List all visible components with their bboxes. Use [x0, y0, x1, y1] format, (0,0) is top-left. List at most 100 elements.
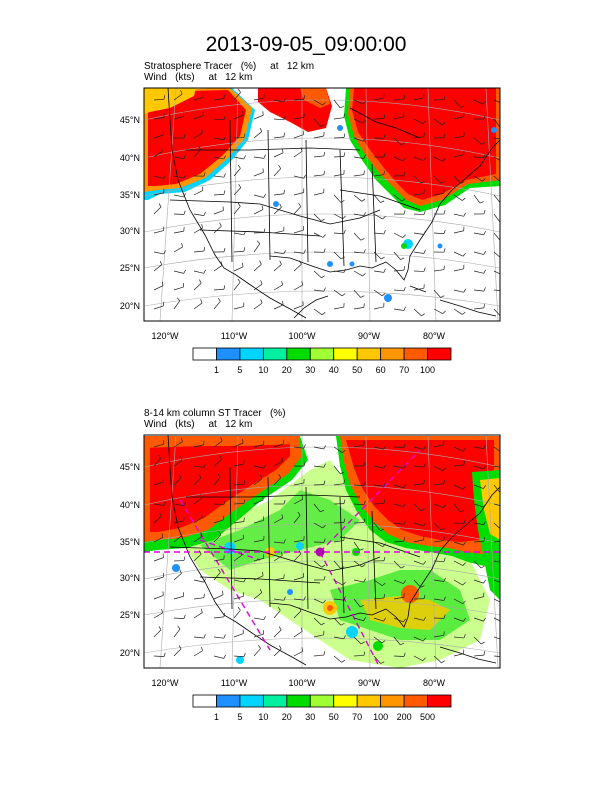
wind-barb	[273, 207, 282, 215]
wind-barb-flag	[483, 503, 487, 508]
wind-barb-flag	[403, 210, 406, 215]
wind-barb	[173, 477, 182, 486]
wind-barb	[293, 263, 302, 272]
wind-barb	[153, 285, 164, 291]
wind-barb	[473, 156, 485, 158]
wind-barb-flag	[161, 533, 164, 538]
wind-barb	[493, 446, 500, 452]
wind-barb	[493, 213, 500, 223]
wind-barb-flag	[263, 154, 266, 159]
wind-barb	[453, 598, 463, 605]
wind-barb	[173, 535, 182, 543]
wind-barb-flag	[203, 269, 206, 274]
wind-barb-flag	[183, 210, 186, 215]
wind-barb	[373, 522, 381, 531]
wind-barb	[273, 648, 282, 657]
wind-barb	[313, 634, 324, 638]
wind-barb	[433, 465, 443, 471]
wind-barb-flag	[178, 645, 182, 650]
lon-label: 110°W	[220, 331, 248, 341]
wind-barb	[453, 308, 463, 315]
wind-barb-flag	[402, 157, 406, 162]
wind-barb-flag	[362, 100, 366, 105]
wind-barb	[213, 301, 221, 310]
wind-barb-flag	[440, 181, 445, 184]
wind-barb	[453, 522, 465, 524]
wind-barb	[253, 302, 263, 310]
wind-barb	[453, 446, 464, 452]
wind-barb-flag	[242, 438, 244, 443]
wind-barb	[253, 283, 263, 291]
wind-barb	[453, 484, 464, 490]
wind-barb	[173, 628, 181, 638]
wind-barb	[493, 99, 500, 103]
wind-barb	[413, 232, 424, 235]
colorbar-label: 40	[328, 365, 339, 375]
tracer-west-yellow	[144, 88, 196, 114]
wind-barb-flag	[423, 522, 427, 527]
wind-barb-flag	[363, 651, 366, 656]
wind-barb	[333, 99, 341, 109]
wind-barb-flag	[500, 239, 504, 241]
wind-barb-flag	[300, 147, 303, 152]
wind-barb-flag	[422, 657, 426, 661]
wind-barb-flag	[463, 212, 466, 217]
colorbar-swatch	[356, 694, 382, 708]
wind-barb-flag	[443, 479, 445, 484]
wind-barb	[273, 136, 284, 139]
wind-barb-flag	[159, 260, 163, 265]
wind-barb-flag	[403, 464, 406, 469]
wind-barb-flag	[243, 133, 246, 138]
wind-barb	[253, 648, 261, 657]
wind-barb	[433, 655, 442, 664]
wind-barb	[313, 213, 322, 222]
wind-barb-flag	[323, 576, 326, 581]
wind-barb	[173, 441, 183, 448]
colorbar-swatch	[380, 347, 405, 361]
wind-barb	[193, 250, 204, 253]
wind-barb	[353, 636, 362, 645]
wind-barb-flag	[279, 203, 282, 208]
wind-barb	[413, 617, 424, 621]
wind-barb	[173, 573, 182, 581]
wind-barb-flag	[483, 465, 487, 470]
wind-barb-flag	[200, 299, 203, 304]
wind-barb-flag	[219, 222, 222, 227]
wind-barb-flag	[363, 249, 366, 254]
wind-barb	[493, 560, 500, 563]
wind-barb	[333, 251, 342, 260]
lat-label: 45°N	[119, 115, 140, 125]
wind-barb-flag	[381, 640, 386, 644]
wind-barb-flag	[298, 203, 302, 207]
map-frame-1	[143, 87, 501, 322]
wind-barb-flag	[340, 566, 345, 569]
wind-barb	[373, 503, 385, 505]
wind-barb	[293, 175, 304, 179]
wind-barb	[373, 174, 384, 177]
colorbar-label: 5	[237, 365, 243, 375]
wind-barb-flag	[383, 482, 386, 487]
wind-barb-flag	[279, 645, 282, 650]
wind-barb	[333, 213, 343, 220]
colorbar-swatch	[427, 694, 452, 708]
wind-barb	[213, 558, 224, 562]
wind-barb	[413, 579, 422, 588]
wind-barb	[373, 232, 384, 235]
wind-barb-flag	[383, 617, 387, 622]
wind-barb	[353, 617, 364, 622]
wind-barb-flag	[441, 122, 446, 126]
wind-barb	[293, 631, 303, 638]
wind-barb-flag	[382, 582, 386, 586]
wind-barb	[393, 540, 404, 543]
wind-barb	[273, 304, 284, 310]
wind-barb-flag	[243, 499, 246, 504]
wind-barb-flag	[323, 287, 326, 292]
wind-barb-flag	[443, 265, 445, 270]
wind-barb-flag	[323, 445, 326, 450]
wind-barb-flag	[403, 580, 406, 584]
wind-barb-flag	[400, 257, 405, 260]
wind-barb-flag	[203, 593, 205, 598]
wind-barb	[253, 617, 264, 621]
wind-barb	[213, 655, 224, 659]
wind-barb	[333, 655, 342, 663]
